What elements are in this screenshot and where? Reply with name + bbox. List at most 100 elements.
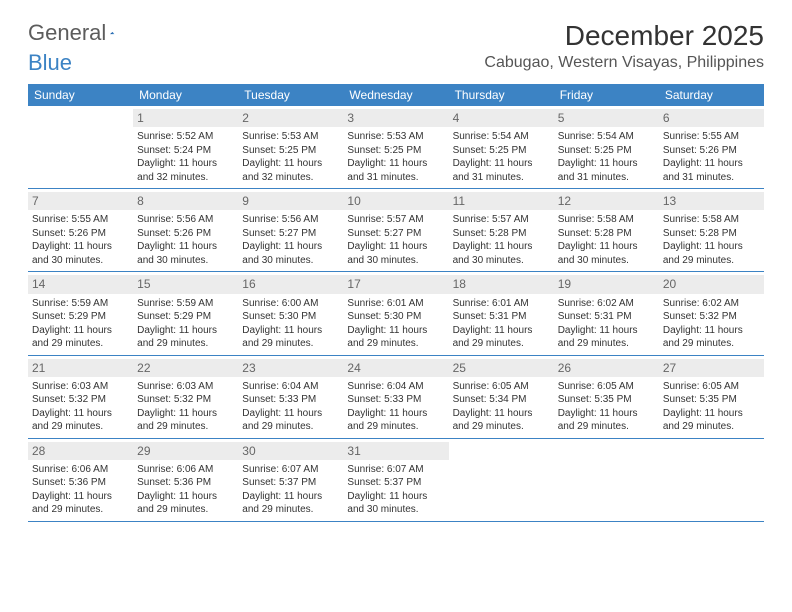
day-sunrise: Sunrise: 6:01 AM bbox=[347, 297, 444, 311]
week-row: 28Sunrise: 6:06 AMSunset: 5:36 PMDayligh… bbox=[28, 439, 764, 522]
day-cell: 29Sunrise: 6:06 AMSunset: 5:36 PMDayligh… bbox=[133, 439, 238, 521]
day-d1: Daylight: 11 hours bbox=[32, 407, 129, 421]
day-number: 27 bbox=[659, 359, 764, 377]
day-sunrise: Sunrise: 5:53 AM bbox=[242, 130, 339, 144]
day-sunrise: Sunrise: 6:02 AM bbox=[558, 297, 655, 311]
day-cell: 25Sunrise: 6:05 AMSunset: 5:34 PMDayligh… bbox=[449, 356, 554, 438]
day-d1: Daylight: 11 hours bbox=[453, 407, 550, 421]
day-sunrise: Sunrise: 5:56 AM bbox=[242, 213, 339, 227]
day-d1: Daylight: 11 hours bbox=[242, 240, 339, 254]
day-cell: 31Sunrise: 6:07 AMSunset: 5:37 PMDayligh… bbox=[343, 439, 448, 521]
day-cell: 14Sunrise: 5:59 AMSunset: 5:29 PMDayligh… bbox=[28, 272, 133, 354]
day-number: 21 bbox=[28, 359, 133, 377]
day-d1: Daylight: 11 hours bbox=[32, 324, 129, 338]
day-number: 10 bbox=[343, 192, 448, 210]
day-sunrise: Sunrise: 6:05 AM bbox=[558, 380, 655, 394]
day-cell: 28Sunrise: 6:06 AMSunset: 5:36 PMDayligh… bbox=[28, 439, 133, 521]
day-d1: Daylight: 11 hours bbox=[663, 157, 760, 171]
day-d1: Daylight: 11 hours bbox=[347, 157, 444, 171]
day-number: 31 bbox=[343, 442, 448, 460]
day-d1: Daylight: 11 hours bbox=[347, 240, 444, 254]
day-d2: and 29 minutes. bbox=[32, 337, 129, 351]
day-sunrise: Sunrise: 5:54 AM bbox=[558, 130, 655, 144]
day-number: 24 bbox=[343, 359, 448, 377]
day-number: 22 bbox=[133, 359, 238, 377]
day-d2: and 29 minutes. bbox=[32, 420, 129, 434]
weekday-header: Sunday bbox=[28, 84, 133, 106]
day-d1: Daylight: 11 hours bbox=[32, 490, 129, 504]
day-d1: Daylight: 11 hours bbox=[242, 157, 339, 171]
day-d2: and 31 minutes. bbox=[453, 171, 550, 185]
day-cell: 17Sunrise: 6:01 AMSunset: 5:30 PMDayligh… bbox=[343, 272, 448, 354]
day-sunset: Sunset: 5:26 PM bbox=[663, 144, 760, 158]
day-sunset: Sunset: 5:33 PM bbox=[242, 393, 339, 407]
day-cell: 6Sunrise: 5:55 AMSunset: 5:26 PMDaylight… bbox=[659, 106, 764, 188]
day-d2: and 32 minutes. bbox=[242, 171, 339, 185]
day-d1: Daylight: 11 hours bbox=[137, 324, 234, 338]
location-subtitle: Cabugao, Western Visayas, Philippines bbox=[484, 54, 764, 72]
day-cell: 15Sunrise: 5:59 AMSunset: 5:29 PMDayligh… bbox=[133, 272, 238, 354]
day-d2: and 29 minutes. bbox=[32, 503, 129, 517]
day-sunrise: Sunrise: 6:03 AM bbox=[137, 380, 234, 394]
day-d1: Daylight: 11 hours bbox=[558, 407, 655, 421]
day-d1: Daylight: 11 hours bbox=[558, 157, 655, 171]
day-cell: 16Sunrise: 6:00 AMSunset: 5:30 PMDayligh… bbox=[238, 272, 343, 354]
day-sunrise: Sunrise: 5:57 AM bbox=[453, 213, 550, 227]
day-number: 9 bbox=[238, 192, 343, 210]
day-d2: and 31 minutes. bbox=[347, 171, 444, 185]
day-sunset: Sunset: 5:32 PM bbox=[663, 310, 760, 324]
day-sunset: Sunset: 5:30 PM bbox=[242, 310, 339, 324]
day-cell: 23Sunrise: 6:04 AMSunset: 5:33 PMDayligh… bbox=[238, 356, 343, 438]
day-cell bbox=[659, 439, 764, 521]
day-sunrise: Sunrise: 5:58 AM bbox=[558, 213, 655, 227]
day-cell: 18Sunrise: 6:01 AMSunset: 5:31 PMDayligh… bbox=[449, 272, 554, 354]
day-d1: Daylight: 11 hours bbox=[663, 240, 760, 254]
page-header: General December 2025 Cabugao, Western V… bbox=[28, 20, 764, 72]
day-sunrise: Sunrise: 5:57 AM bbox=[347, 213, 444, 227]
day-sunset: Sunset: 5:33 PM bbox=[347, 393, 444, 407]
day-sunset: Sunset: 5:27 PM bbox=[242, 227, 339, 241]
day-d1: Daylight: 11 hours bbox=[558, 324, 655, 338]
day-d2: and 29 minutes. bbox=[558, 337, 655, 351]
day-cell: 30Sunrise: 6:07 AMSunset: 5:37 PMDayligh… bbox=[238, 439, 343, 521]
day-sunrise: Sunrise: 5:55 AM bbox=[32, 213, 129, 227]
day-d1: Daylight: 11 hours bbox=[242, 407, 339, 421]
day-cell: 13Sunrise: 5:58 AMSunset: 5:28 PMDayligh… bbox=[659, 189, 764, 271]
day-sunrise: Sunrise: 5:58 AM bbox=[663, 213, 760, 227]
brand-triangle-icon bbox=[110, 24, 114, 42]
brand-logo: General bbox=[28, 20, 136, 46]
day-sunrise: Sunrise: 6:00 AM bbox=[242, 297, 339, 311]
calendar-page: General December 2025 Cabugao, Western V… bbox=[0, 0, 792, 542]
day-sunrise: Sunrise: 5:55 AM bbox=[663, 130, 760, 144]
day-number: 20 bbox=[659, 275, 764, 293]
day-number: 16 bbox=[238, 275, 343, 293]
day-sunset: Sunset: 5:27 PM bbox=[347, 227, 444, 241]
day-number: 26 bbox=[554, 359, 659, 377]
day-d2: and 31 minutes. bbox=[663, 171, 760, 185]
day-number: 19 bbox=[554, 275, 659, 293]
day-number: 3 bbox=[343, 109, 448, 127]
day-sunrise: Sunrise: 6:01 AM bbox=[453, 297, 550, 311]
day-cell: 9 Sunrise: 5:56 AMSunset: 5:27 PMDaylight… bbox=[238, 189, 343, 271]
month-title: December 2025 bbox=[484, 20, 764, 52]
day-sunset: Sunset: 5:25 PM bbox=[347, 144, 444, 158]
day-sunrise: Sunrise: 5:56 AM bbox=[137, 213, 234, 227]
day-cell: 2Sunrise: 5:53 AMSunset: 5:25 PMDaylight… bbox=[238, 106, 343, 188]
day-d1: Daylight: 11 hours bbox=[137, 157, 234, 171]
day-sunset: Sunset: 5:37 PM bbox=[242, 476, 339, 490]
day-d1: Daylight: 11 hours bbox=[453, 157, 550, 171]
day-cell: 8Sunrise: 5:56 AMSunset: 5:26 PMDaylight… bbox=[133, 189, 238, 271]
day-cell: 24Sunrise: 6:04 AMSunset: 5:33 PMDayligh… bbox=[343, 356, 448, 438]
day-cell: 5Sunrise: 5:54 AMSunset: 5:25 PMDaylight… bbox=[554, 106, 659, 188]
day-cell: 4Sunrise: 5:54 AMSunset: 5:25 PMDaylight… bbox=[449, 106, 554, 188]
day-d2: and 29 minutes. bbox=[347, 337, 444, 351]
day-d1: Daylight: 11 hours bbox=[137, 490, 234, 504]
day-sunset: Sunset: 5:32 PM bbox=[137, 393, 234, 407]
day-sunrise: Sunrise: 6:05 AM bbox=[453, 380, 550, 394]
day-sunrise: Sunrise: 6:06 AM bbox=[137, 463, 234, 477]
day-sunset: Sunset: 5:32 PM bbox=[32, 393, 129, 407]
day-cell: 19Sunrise: 6:02 AMSunset: 5:31 PMDayligh… bbox=[554, 272, 659, 354]
calendar-grid: Sunday Monday Tuesday Wednesday Thursday… bbox=[28, 84, 764, 522]
day-sunrise: Sunrise: 6:02 AM bbox=[663, 297, 760, 311]
day-number: 2 bbox=[238, 109, 343, 127]
